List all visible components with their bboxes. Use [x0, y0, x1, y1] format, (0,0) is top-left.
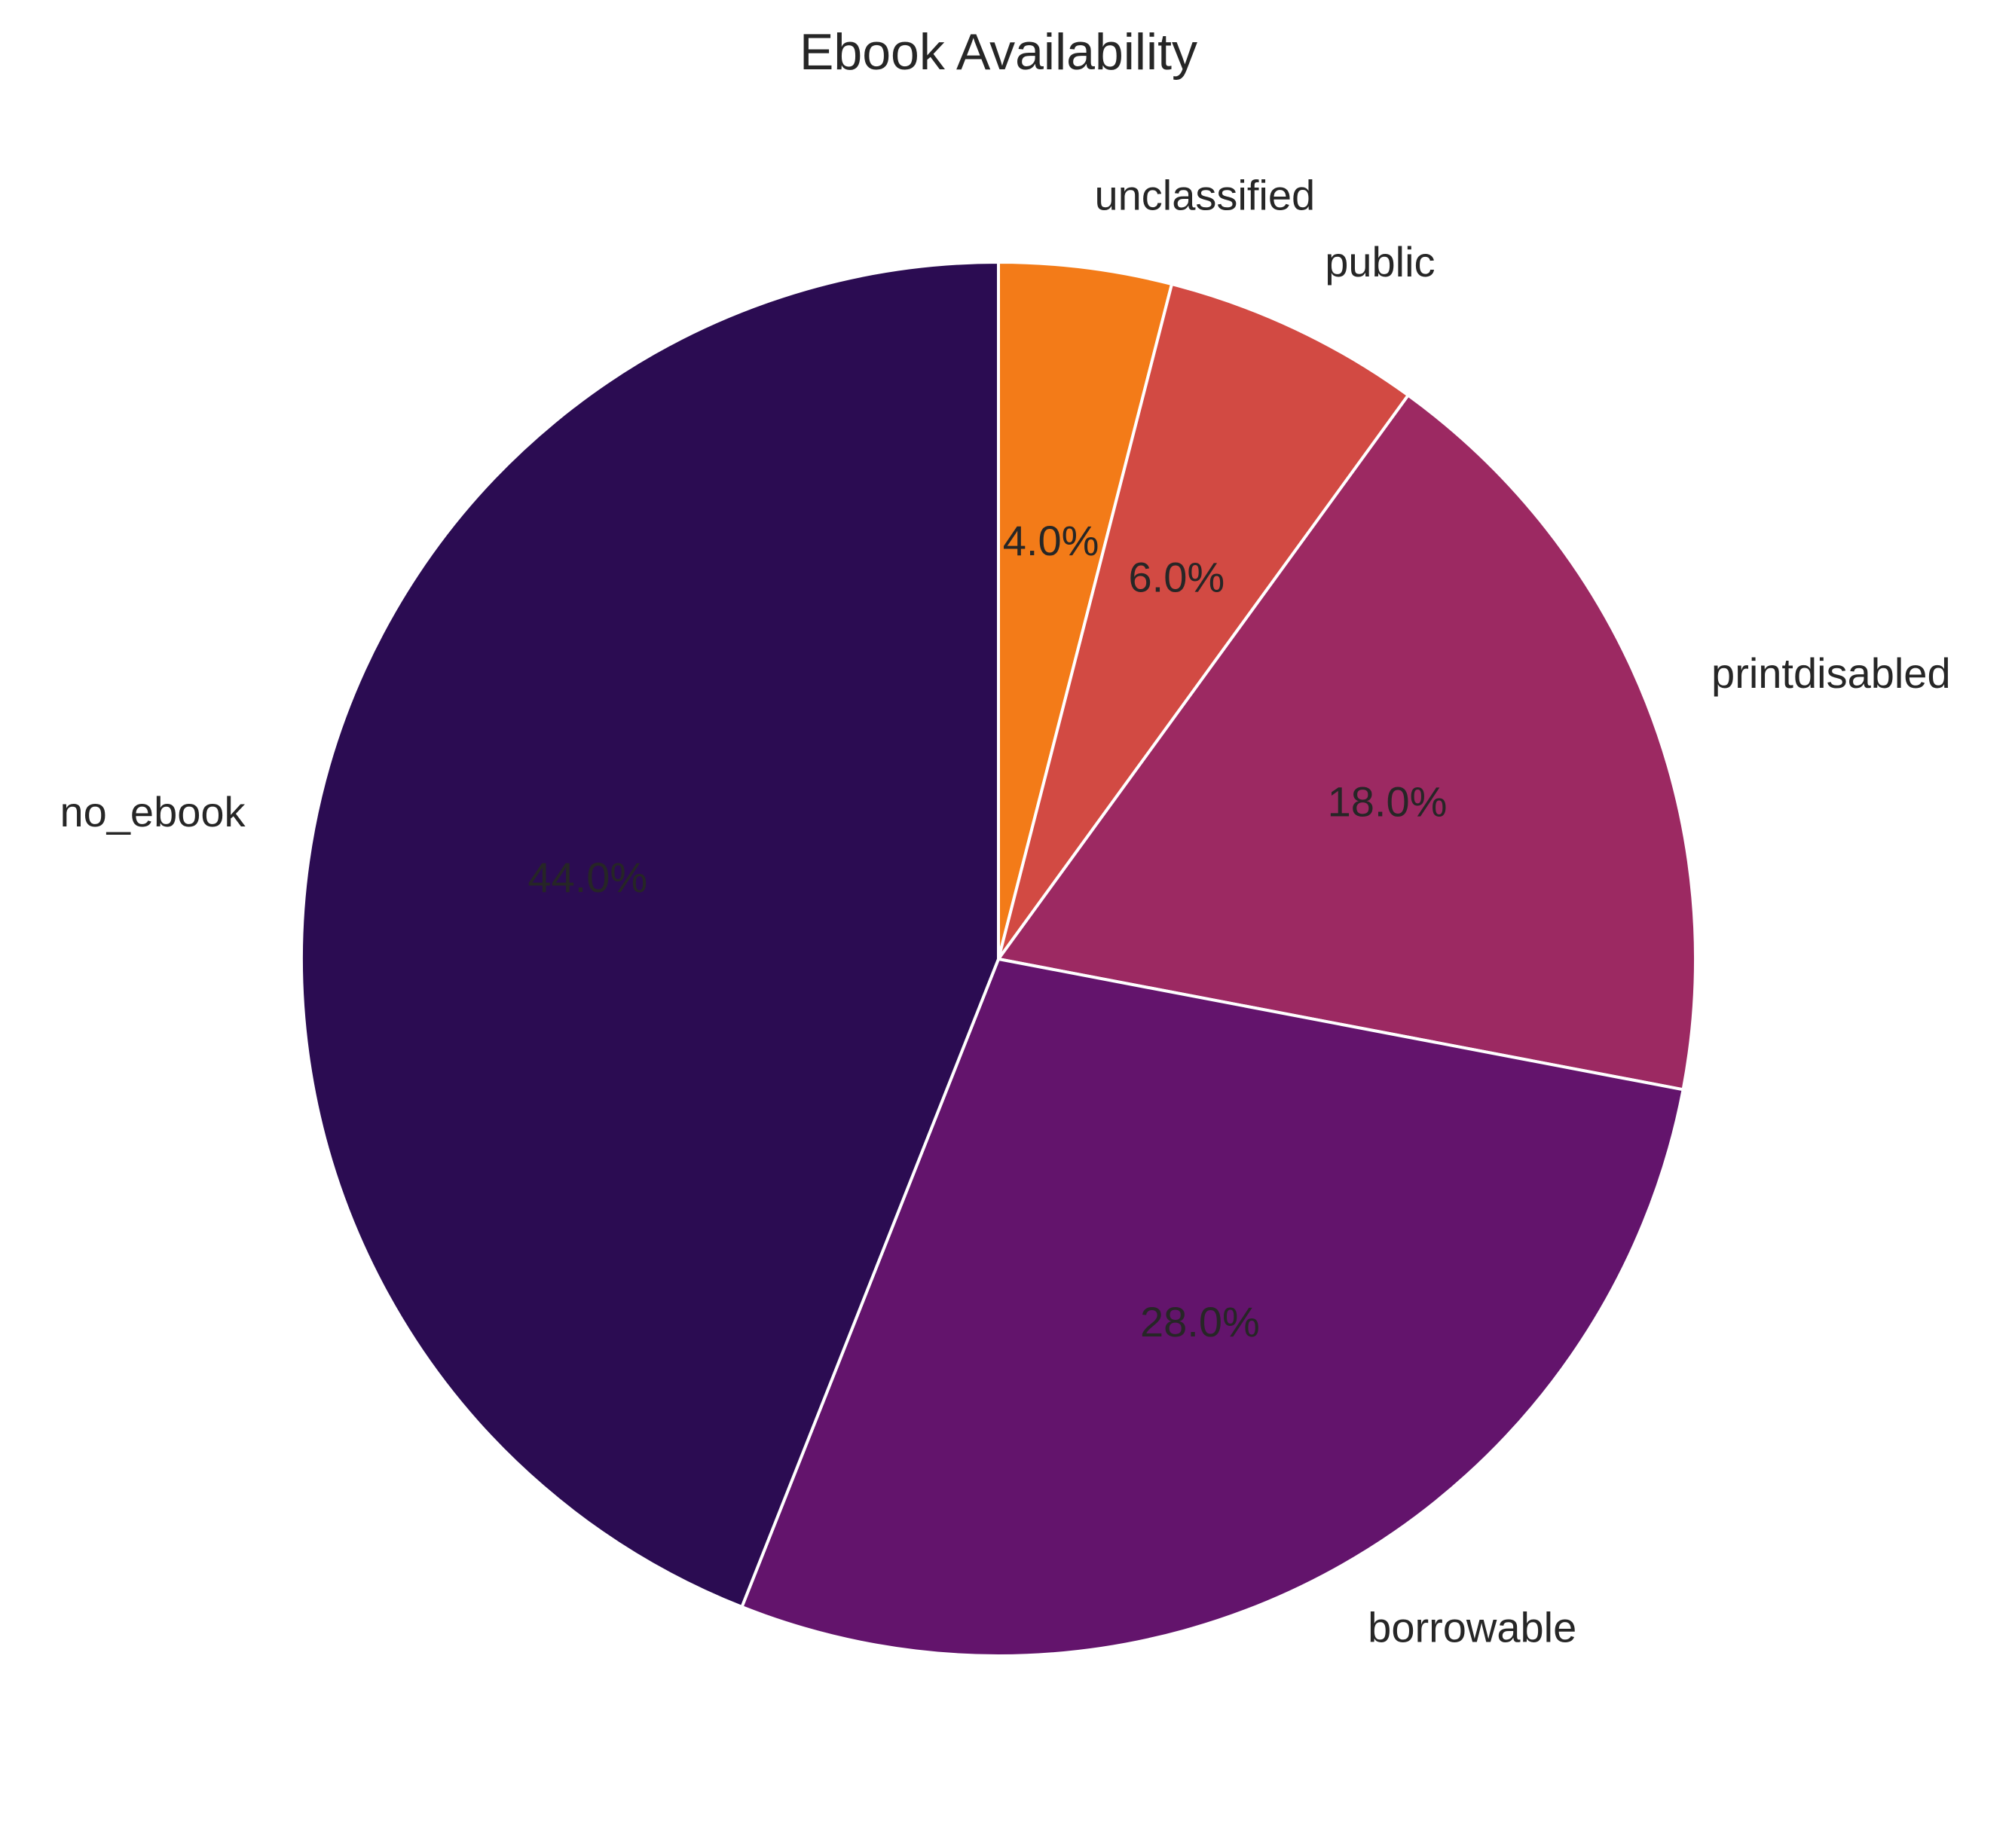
category-label-printdisabled: printdisabled: [1711, 649, 1951, 697]
pie-slice-public: [997, 283, 1410, 961]
percent-label-public: 6.0%: [1128, 554, 1225, 601]
pie-slice-no-ebook: [300, 261, 1000, 1609]
percent-label-printdisabled: 18.0%: [1328, 777, 1448, 825]
pie-slice-printdisabled: [997, 393, 1698, 1092]
pie-slices: [300, 261, 1698, 1657]
percent-label-borrowable: 28.0%: [1140, 1298, 1260, 1346]
category-label-unclassified: unclassified: [1095, 171, 1316, 218]
category-label-borrowable: borrowable: [1368, 1603, 1576, 1651]
category-label-no-ebook: no_ebook: [60, 788, 246, 835]
category-label-public: public: [1325, 238, 1435, 286]
percent-labels: 4.0% 6.0% 18.0% 28.0% 44.0%: [527, 517, 1447, 1346]
percent-label-unclassified: 4.0%: [1003, 517, 1099, 564]
chart-title: Ebook Availability: [800, 23, 1197, 81]
pie-slice-borrowable: [740, 958, 1685, 1657]
percent-label-no-ebook: 44.0%: [527, 854, 647, 901]
